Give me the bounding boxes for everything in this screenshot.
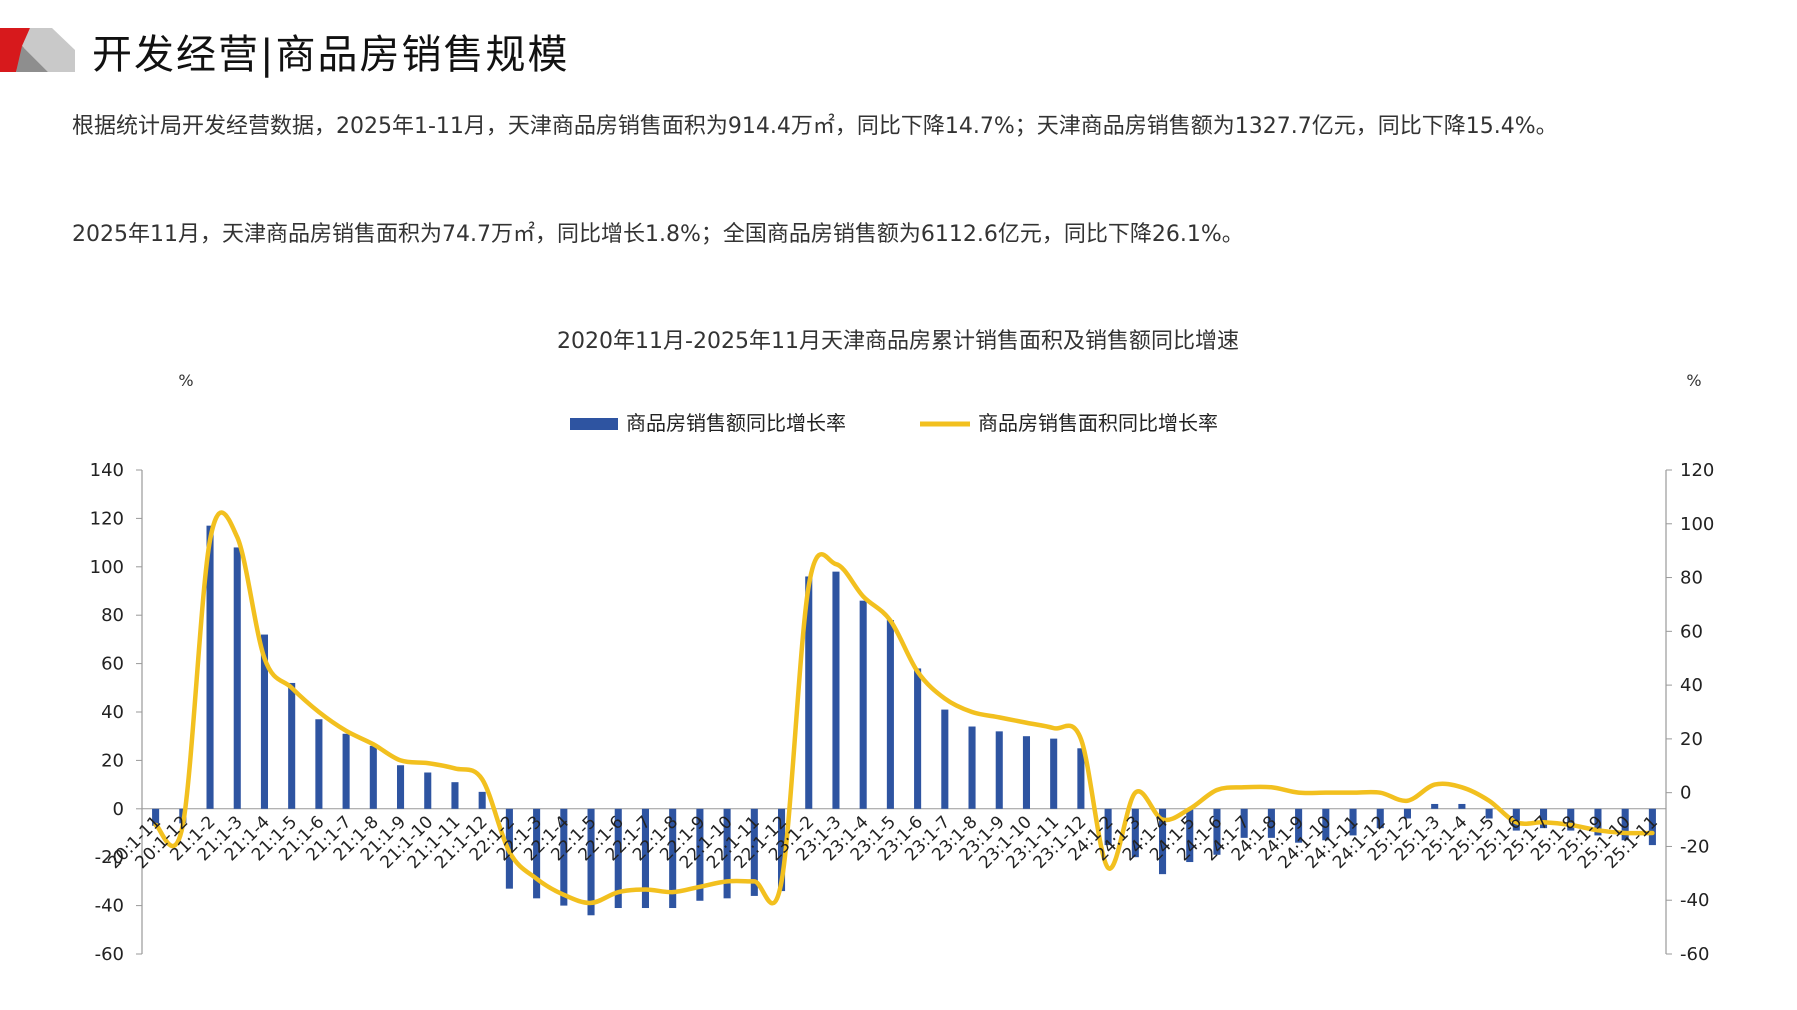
y-left-tick-label: 20 bbox=[101, 750, 124, 771]
bar bbox=[669, 808, 677, 909]
bar bbox=[1213, 808, 1221, 855]
bar bbox=[1376, 808, 1384, 829]
y-left-tick-label: -40 bbox=[95, 896, 124, 917]
bar bbox=[1567, 808, 1575, 831]
y-left-tick-label: 0 bbox=[113, 799, 124, 820]
bar bbox=[1050, 738, 1058, 809]
bar bbox=[1158, 808, 1167, 875]
bar bbox=[315, 719, 323, 809]
bar bbox=[723, 808, 731, 899]
y-left-tick-label: 40 bbox=[101, 702, 124, 723]
bar bbox=[1240, 808, 1248, 838]
summary-paragraph-ytd: 根据统计局开发经营数据，2025年1-11月，天津商品房销售面积为914.4万㎡… bbox=[72, 114, 1558, 139]
bar bbox=[369, 745, 377, 809]
axes: 140 120 100 80 60 40 20 0 -20 -40 -60 120 100 80 60 40 2… bbox=[90, 460, 1715, 965]
bar bbox=[832, 571, 840, 809]
bar bbox=[152, 808, 160, 826]
bar bbox=[805, 576, 813, 809]
bar bbox=[968, 726, 976, 809]
legend-line-label: 商品房销售面积同比增长率 bbox=[978, 411, 1218, 435]
bar bbox=[478, 791, 486, 809]
bar bbox=[1349, 808, 1357, 836]
bar bbox=[941, 709, 949, 809]
bar bbox=[995, 731, 1003, 809]
y-left-tick-label: 80 bbox=[101, 605, 124, 626]
legend: 商品房销售额同比增长率 商品房销售面积同比增长率 bbox=[570, 411, 1218, 435]
bar bbox=[696, 808, 704, 901]
bar bbox=[1131, 808, 1139, 858]
bar bbox=[886, 620, 894, 809]
summary-paragraph-month: 2025年11月，天津商品房销售面积为74.7万㎡，同比增长1.8%；全国商品房… bbox=[72, 222, 1244, 247]
y-left-unit: % bbox=[178, 371, 193, 390]
line-series bbox=[153, 510, 1655, 906]
combo-chart: 2020年11月-2025年11月天津商品房累计销售面积及销售额同比增速 % %… bbox=[90, 329, 1715, 965]
bar bbox=[1267, 808, 1275, 838]
bar bbox=[1186, 808, 1194, 863]
legend-bar-swatch bbox=[570, 418, 618, 430]
bar bbox=[1594, 808, 1602, 836]
bar bbox=[424, 772, 432, 809]
bar bbox=[587, 808, 595, 916]
y-left-tick-label: 100 bbox=[90, 557, 124, 578]
y-left-tick-label: -60 bbox=[95, 944, 124, 965]
y-right-tick-label: -40 bbox=[1680, 890, 1709, 911]
bar bbox=[1621, 808, 1629, 841]
bar bbox=[1077, 748, 1085, 809]
y-right-tick-label: 80 bbox=[1680, 568, 1703, 589]
bar-series bbox=[152, 525, 1656, 916]
bar bbox=[533, 808, 541, 899]
bar bbox=[777, 808, 786, 892]
bar bbox=[1104, 808, 1112, 846]
y-right-tick-label: 20 bbox=[1680, 729, 1703, 750]
bar bbox=[1485, 808, 1493, 819]
y-right-tick-label: 0 bbox=[1680, 783, 1691, 804]
bar bbox=[233, 547, 241, 809]
bar bbox=[1458, 803, 1466, 809]
bar bbox=[1403, 808, 1412, 819]
chart-title: 2020年11月-2025年11月天津商品房累计销售面积及销售额同比增速 bbox=[557, 329, 1239, 354]
y-left-tick-label: 60 bbox=[101, 654, 124, 675]
y-left-tick-label: -20 bbox=[95, 847, 124, 868]
bar bbox=[342, 733, 350, 809]
bar bbox=[1648, 808, 1656, 846]
bar bbox=[288, 682, 296, 809]
bar bbox=[750, 808, 758, 896]
y-right-tick-label: 40 bbox=[1680, 675, 1703, 696]
bar bbox=[859, 600, 867, 809]
bar bbox=[1022, 736, 1031, 809]
page-title: 开发经营|商品房销售规模 bbox=[92, 32, 570, 78]
y-right-tick-label: -20 bbox=[1680, 836, 1709, 857]
y-right-tick-label: -60 bbox=[1680, 944, 1709, 965]
brand-logo bbox=[0, 28, 75, 72]
bar bbox=[260, 634, 269, 809]
bar bbox=[1539, 808, 1548, 829]
y-right-tick-label: 100 bbox=[1680, 514, 1714, 535]
bar bbox=[614, 808, 622, 909]
bar bbox=[396, 765, 405, 809]
bar bbox=[1431, 803, 1439, 809]
bar bbox=[1512, 808, 1520, 831]
bar bbox=[641, 808, 650, 909]
legend-bar-label: 商品房销售额同比增长率 bbox=[626, 411, 846, 435]
area-growth-line bbox=[153, 510, 1655, 906]
x-tick-labels: 20:1-1120:1-1221:1-221:1-321:1-421:1-521… bbox=[104, 812, 1662, 873]
y-right-tick-label: 60 bbox=[1680, 621, 1703, 642]
bar bbox=[560, 808, 568, 906]
bar bbox=[206, 525, 214, 809]
y-left-tick-label: 120 bbox=[90, 508, 124, 529]
bar bbox=[1295, 808, 1303, 843]
bar bbox=[914, 668, 922, 809]
y-right-unit: % bbox=[1686, 371, 1701, 390]
y-right-tick-label: 120 bbox=[1680, 460, 1714, 481]
bar bbox=[1322, 808, 1330, 841]
y-left-tick-label: 140 bbox=[90, 460, 124, 481]
bar bbox=[451, 782, 459, 809]
